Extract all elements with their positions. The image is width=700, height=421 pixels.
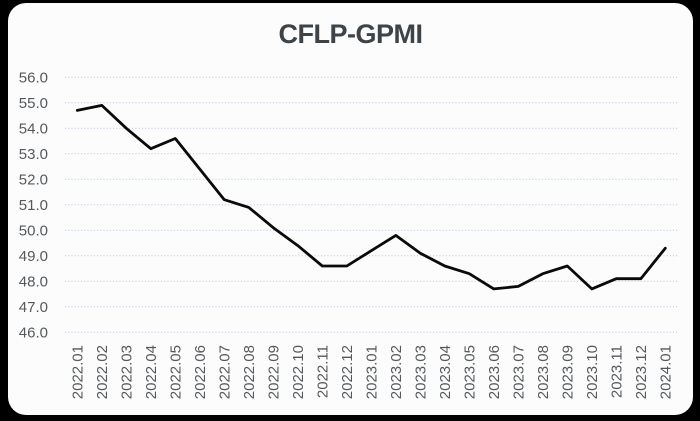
x-tick-label: 2022.01 xyxy=(69,345,86,399)
y-tick-label: 54.0 xyxy=(19,121,48,138)
x-tick-label: 2023.02 xyxy=(388,345,405,399)
x-tick-label: 2023.08 xyxy=(535,345,552,399)
x-tick-label: 2022.05 xyxy=(167,345,184,399)
chart-card: CFLP-GPMI 56.0 55.0 54.0 53.0 52.0 51.0 50.0 49… xyxy=(8,3,693,415)
x-tick-label: 2022.12 xyxy=(339,345,356,399)
x-tick-label: 2023.09 xyxy=(559,345,576,399)
data-line-cflp-gpmi xyxy=(75,104,667,291)
y-tick-label: 47.0 xyxy=(19,299,48,316)
x-tick-label: 2022.03 xyxy=(118,345,135,399)
x-tick-label: 2024.01 xyxy=(657,345,674,399)
x-tick-label: 2023.11 xyxy=(608,345,625,398)
y-tick-label: 56.0 xyxy=(19,70,48,87)
x-tick-label: 2023.05 xyxy=(461,345,478,399)
x-tick-label: 2023.12 xyxy=(633,345,650,399)
x-tick-label: 2022.08 xyxy=(241,345,258,399)
x-tick-label: 2023.07 xyxy=(510,345,527,399)
x-tick-label: 2022.02 xyxy=(94,345,111,399)
y-tick-label: 53.0 xyxy=(19,146,48,163)
y-tick-label: 46.0 xyxy=(19,325,48,342)
x-tick-label: 2022.06 xyxy=(192,345,209,399)
y-tick-label: 50.0 xyxy=(19,223,48,240)
x-tick-label: 2023.06 xyxy=(486,345,503,399)
line-chart: 56.0 55.0 54.0 53.0 52.0 51.0 50.0 49.0 48.0 47.0… xyxy=(19,70,678,399)
x-tick-label: 2023.01 xyxy=(363,345,380,399)
x-tick-label: 2022.04 xyxy=(143,345,160,399)
y-tick-label: 49.0 xyxy=(19,248,48,265)
x-tick-label: 2022.09 xyxy=(265,345,282,399)
y-tick-label: 48.0 xyxy=(19,274,48,291)
x-tick-label: 2022.11 xyxy=(314,345,331,398)
x-tick-label: 2022.10 xyxy=(290,345,307,399)
y-tick-label: 52.0 xyxy=(19,172,48,189)
x-tick-label: 2023.10 xyxy=(584,345,601,399)
x-tick-label: 2022.07 xyxy=(216,345,233,399)
x-tick-label: 2023.03 xyxy=(412,345,429,399)
x-tick-label: 2023.04 xyxy=(437,345,454,399)
y-tick-label: 51.0 xyxy=(19,197,48,214)
chart-title: CFLP-GPMI xyxy=(278,19,424,49)
y-tick-label: 55.0 xyxy=(19,95,48,112)
